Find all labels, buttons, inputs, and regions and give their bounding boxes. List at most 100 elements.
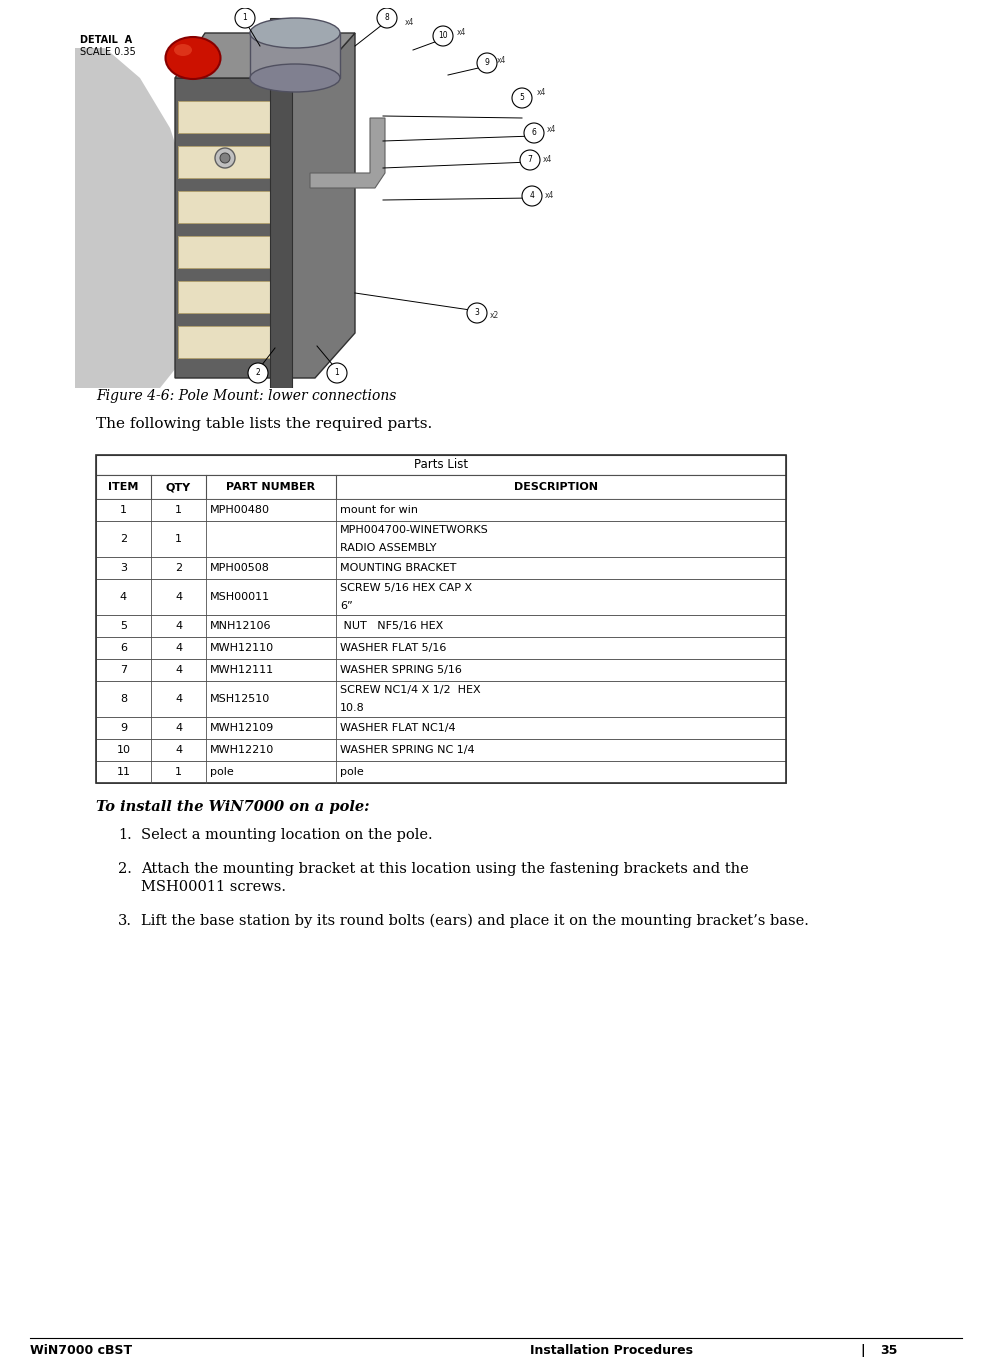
Text: 4: 4 [175,643,183,653]
Text: 8: 8 [385,14,390,22]
Text: WASHER SPRING 5/16: WASHER SPRING 5/16 [340,665,462,675]
Text: 1: 1 [175,534,182,544]
Text: 1: 1 [175,766,182,777]
Text: |: | [860,1344,865,1356]
Text: MWH12210: MWH12210 [210,744,274,755]
Text: mount for win: mount for win [340,505,418,515]
Text: 2: 2 [256,369,260,377]
Text: 10: 10 [438,31,447,41]
Text: MWH12111: MWH12111 [210,665,274,675]
Text: 4: 4 [175,622,183,631]
Text: 3.: 3. [118,914,132,928]
Text: 1: 1 [243,14,247,22]
Text: MSH00011: MSH00011 [210,591,270,602]
Text: MWH12109: MWH12109 [210,723,274,734]
Bar [96,520,786,557]
Text: Installation Procedures: Installation Procedures [530,1344,693,1356]
Text: QTY: QTY [166,482,191,492]
Bar [250,33,340,78]
Text: 10: 10 [116,744,131,755]
Circle shape [522,186,542,206]
Text: 6”: 6” [340,601,353,611]
Text: Attach the mounting bracket at this location using the fastening brackets and th: Attach the mounting bracket at this loca… [141,862,749,876]
Polygon shape [178,191,280,223]
Text: 4: 4 [175,744,183,755]
Text: SCALE 0.35: SCALE 0.35 [80,46,136,57]
Text: WASHER FLAT NC1/4: WASHER FLAT NC1/4 [340,723,455,734]
Text: 10.8: 10.8 [340,703,365,713]
Text: 6: 6 [120,643,127,653]
Text: ITEM: ITEM [108,482,139,492]
Bar [96,475,786,499]
Text: pole: pole [210,766,234,777]
Ellipse shape [250,64,340,92]
Polygon shape [178,146,280,178]
Text: RADIO ASSEMBLY: RADIO ASSEMBLY [340,544,436,553]
Ellipse shape [250,18,340,48]
Bar [96,557,786,579]
Polygon shape [178,281,280,313]
Bar [96,658,786,682]
Bar [96,682,786,717]
Text: MNH12106: MNH12106 [210,622,272,631]
Text: 3: 3 [120,563,127,572]
Text: pole: pole [340,766,364,777]
Text: x4: x4 [405,19,415,27]
Circle shape [520,150,540,169]
Text: x4: x4 [547,126,557,134]
Text: 2: 2 [120,534,127,544]
Bar [96,739,786,761]
Circle shape [235,8,255,27]
Text: 4: 4 [530,191,535,201]
Text: WASHER SPRING NC 1/4: WASHER SPRING NC 1/4 [340,744,474,755]
Polygon shape [175,78,285,378]
Bar [96,717,786,739]
Text: Figure 4-6: Pole Mount: lower connections: Figure 4-6: Pole Mount: lower connection… [96,389,397,403]
Text: 3: 3 [474,309,479,317]
Text: SCREW NC1/4 X 1/2  HEX: SCREW NC1/4 X 1/2 HEX [340,684,481,695]
Polygon shape [285,33,355,378]
Text: x4: x4 [457,29,466,37]
Polygon shape [178,101,280,133]
Bar [96,579,786,615]
Text: MOUNTING BRACKET: MOUNTING BRACKET [340,563,456,572]
Text: 4: 4 [175,665,183,675]
Text: 1: 1 [334,369,339,377]
Text: 35: 35 [880,1344,898,1356]
Circle shape [524,123,544,143]
Bar [96,455,786,475]
Text: 5: 5 [520,93,525,102]
Bar [96,761,786,783]
Text: 11: 11 [116,766,131,777]
Circle shape [327,363,347,382]
Text: WiN7000 cBST: WiN7000 cBST [30,1344,132,1356]
Text: MSH12510: MSH12510 [210,694,270,703]
Circle shape [467,303,487,322]
Text: 1: 1 [120,505,127,515]
Text: x4: x4 [497,56,506,66]
Text: x4: x4 [545,191,555,201]
Circle shape [512,87,532,108]
Text: x4: x4 [537,89,547,97]
Text: MPH00480: MPH00480 [210,505,270,515]
Circle shape [377,8,397,27]
Bar [270,18,292,388]
Text: MWH12110: MWH12110 [210,643,274,653]
Bar [96,455,786,783]
Text: 4: 4 [175,723,183,734]
Text: 2.: 2. [118,862,132,876]
Text: 4: 4 [175,694,183,703]
Text: 9: 9 [120,723,127,734]
Text: The following table lists the required parts.: The following table lists the required p… [96,417,433,432]
Text: x4: x4 [543,156,553,164]
Circle shape [433,26,453,46]
Text: MPH004700-WINETWORKS: MPH004700-WINETWORKS [340,525,489,535]
Circle shape [220,153,230,163]
Text: x2: x2 [490,311,499,321]
Polygon shape [178,326,280,358]
Polygon shape [310,117,385,189]
Text: SCREW 5/16 HEX CAP X: SCREW 5/16 HEX CAP X [340,583,472,593]
Text: MSH00011 screws.: MSH00011 screws. [141,880,286,893]
Ellipse shape [166,37,220,79]
Bar [96,615,786,637]
